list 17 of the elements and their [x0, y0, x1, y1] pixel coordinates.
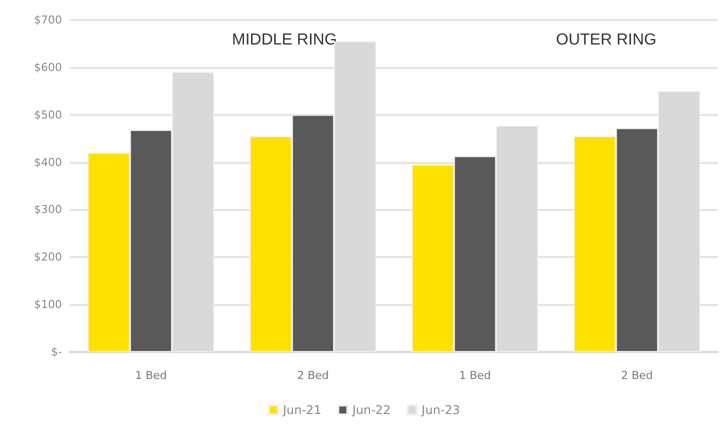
x-tick-label: 1 Bed	[459, 369, 491, 382]
x-tick-label: 2 Bed	[297, 369, 329, 382]
y-tick-label: $300	[34, 203, 62, 216]
y-tick-label: $700	[34, 14, 62, 26]
annotation: MIDDLE RING	[232, 32, 337, 48]
y-tick-label: $100	[34, 298, 62, 312]
y-tick-label: $200	[34, 250, 62, 264]
y-tick-label: $600	[34, 60, 62, 74]
x-tick-label: 2 Bed	[621, 369, 653, 382]
x-tick-label: 1 Bed	[135, 369, 167, 382]
legend-label: Jun-21	[282, 403, 322, 417]
y-tick-label: $500	[34, 108, 62, 122]
y-tick-label: $400	[34, 156, 62, 169]
legend-label: Jun-22	[351, 403, 391, 417]
annotation: OUTER RING	[556, 32, 656, 48]
legend-label: Jun-23	[420, 403, 460, 417]
y-tick-label: $-	[51, 346, 62, 358]
